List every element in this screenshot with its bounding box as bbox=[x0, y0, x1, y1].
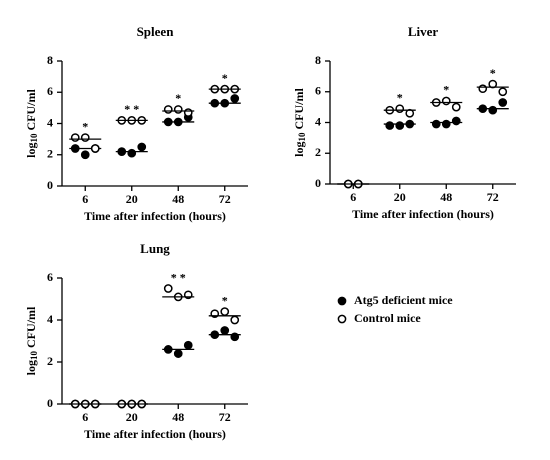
x-tick-label: 72 bbox=[487, 190, 499, 204]
y-tick-label: 2 bbox=[47, 354, 53, 368]
data-point bbox=[220, 307, 230, 316]
data-point bbox=[220, 326, 230, 335]
data-point bbox=[441, 119, 451, 129]
significance-mark: * bbox=[397, 90, 403, 104]
data-point bbox=[183, 340, 193, 350]
data-point bbox=[478, 84, 488, 94]
x-tick-label: 20 bbox=[126, 410, 138, 424]
legend-label: Atg5 deficient mice bbox=[354, 293, 453, 307]
y-tick-label: 4 bbox=[47, 115, 53, 129]
y-axis-label-part: CFU/ml bbox=[292, 88, 306, 133]
data-point bbox=[230, 94, 240, 103]
y-axis-label: log10 CFU/ml bbox=[24, 306, 39, 375]
x-axis-label: Time after infection (hours) bbox=[84, 209, 226, 223]
x-axis-label: Time after infection (hours) bbox=[84, 427, 226, 441]
x-tick-label: 48 bbox=[440, 190, 452, 204]
data-point bbox=[127, 148, 137, 158]
data-point bbox=[173, 105, 183, 114]
y-tick-label: 2 bbox=[315, 145, 321, 159]
x-tick-label: 48 bbox=[172, 192, 184, 206]
data-point bbox=[137, 142, 147, 152]
y-tick-label: 4 bbox=[315, 114, 321, 128]
legend-marker bbox=[337, 314, 347, 324]
y-axis-label-part: CFU/ml bbox=[24, 89, 38, 134]
y-axis-label: log10 CFU/ml bbox=[24, 89, 39, 158]
y-axis-label: log10 CFU/ml bbox=[292, 88, 307, 157]
y-axis-label-part: CFU/ml bbox=[24, 306, 38, 351]
significance-mark: * bbox=[82, 119, 88, 133]
data-point bbox=[80, 150, 90, 160]
y-tick-label: 0 bbox=[47, 178, 53, 192]
data-point bbox=[395, 121, 405, 130]
data-point bbox=[163, 105, 173, 114]
x-tick-label: 48 bbox=[172, 410, 184, 424]
data-point bbox=[498, 87, 508, 97]
data-point bbox=[90, 144, 100, 153]
data-point bbox=[441, 96, 451, 106]
data-point bbox=[488, 105, 498, 115]
y-tick-label: 6 bbox=[47, 270, 53, 284]
chart-title: Liver bbox=[408, 24, 439, 39]
data-point bbox=[385, 121, 395, 130]
y-tick-label: 6 bbox=[47, 84, 53, 98]
x-tick-label: 6 bbox=[350, 190, 356, 204]
data-point bbox=[163, 284, 173, 293]
significance-mark: * bbox=[222, 71, 228, 85]
y-tick-label: 6 bbox=[315, 84, 321, 98]
significance-mark: * bbox=[443, 83, 449, 97]
data-point bbox=[498, 98, 508, 107]
significance-mark: * * bbox=[171, 270, 186, 284]
chart-title: Spleen bbox=[137, 24, 175, 39]
significance-mark: * * bbox=[124, 102, 139, 116]
x-tick-label: 20 bbox=[394, 190, 406, 204]
y-axis-label-part: log bbox=[292, 141, 306, 156]
x-tick-label: 6 bbox=[82, 410, 88, 424]
chart-title: Lung bbox=[140, 241, 170, 256]
data-point bbox=[80, 133, 90, 142]
y-tick-label: 4 bbox=[47, 312, 53, 326]
data-point bbox=[395, 104, 405, 114]
y-axis-label-part: log bbox=[24, 142, 38, 157]
legend-marker bbox=[337, 296, 347, 306]
data-point bbox=[173, 349, 183, 358]
y-tick-label: 8 bbox=[315, 53, 321, 67]
significance-mark: * bbox=[175, 91, 181, 105]
significance-mark: * bbox=[222, 293, 228, 307]
legend-label: Control mice bbox=[354, 311, 421, 325]
data-point bbox=[451, 116, 461, 126]
x-axis-label: Time after infection (hours) bbox=[352, 207, 494, 221]
y-axis-label-part: 10 bbox=[29, 350, 39, 360]
y-tick-label: 2 bbox=[47, 147, 53, 161]
x-tick-label: 20 bbox=[126, 192, 138, 206]
data-point bbox=[431, 119, 441, 129]
data-point bbox=[70, 133, 80, 142]
data-point bbox=[183, 108, 193, 117]
y-tick-label: 0 bbox=[47, 396, 53, 410]
y-axis-label-part: 10 bbox=[297, 132, 307, 142]
x-tick-label: 72 bbox=[219, 410, 231, 424]
x-tick-label: 72 bbox=[219, 192, 231, 206]
y-tick-label: 8 bbox=[47, 53, 53, 67]
x-tick-label: 6 bbox=[82, 192, 88, 206]
y-tick-label: 0 bbox=[315, 176, 321, 190]
y-axis-label-part: log bbox=[24, 360, 38, 375]
data-point bbox=[451, 102, 461, 112]
y-axis-label-part: 10 bbox=[29, 133, 39, 143]
data-point bbox=[230, 315, 240, 325]
significance-mark: * bbox=[490, 66, 496, 80]
